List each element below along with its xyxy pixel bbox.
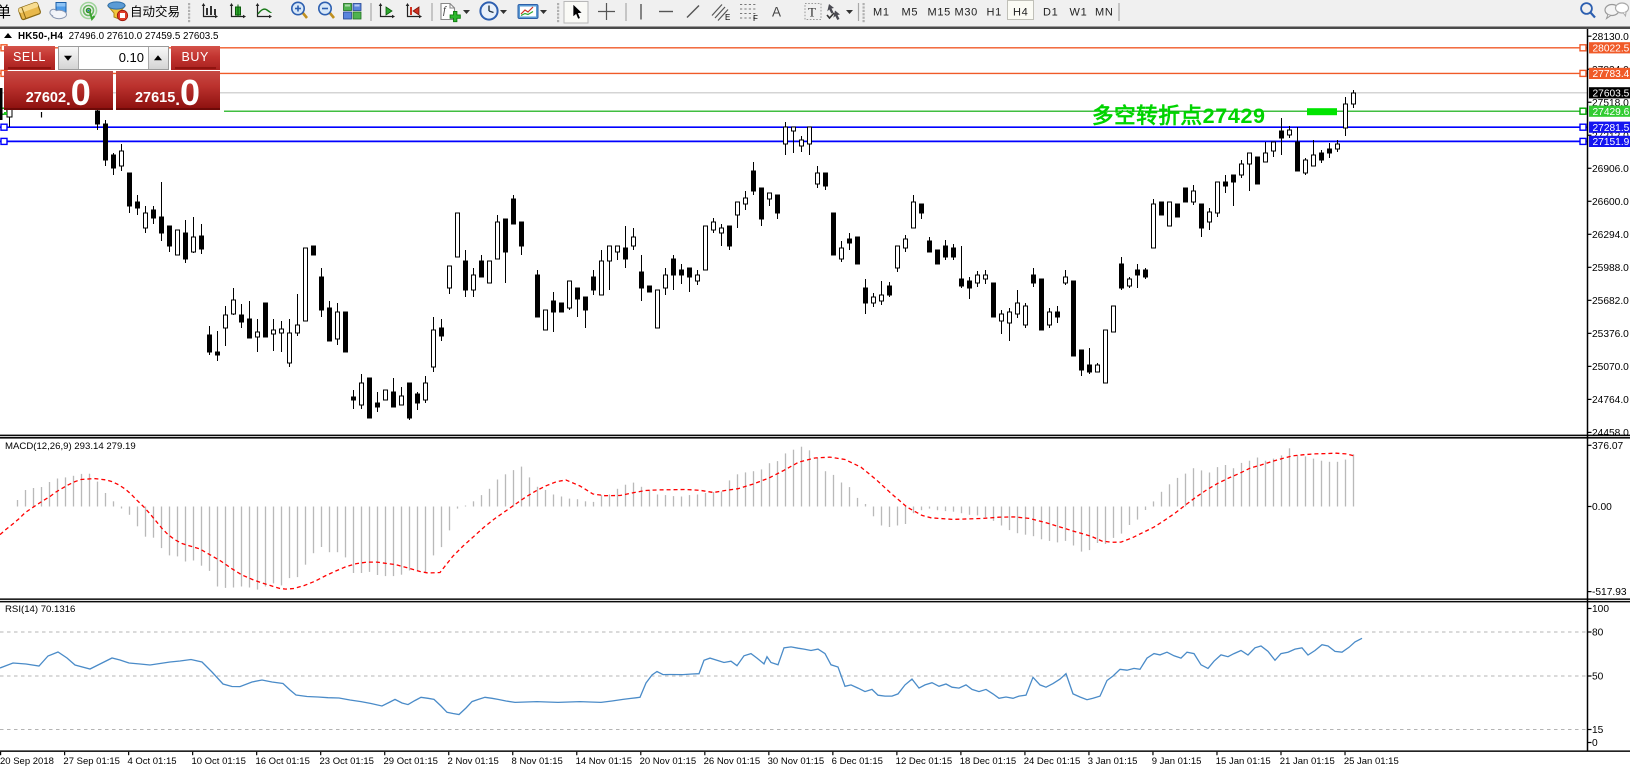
svg-text:H1: H1	[987, 7, 1002, 19]
svg-text:26 Nov 01:15: 26 Nov 01:15	[704, 756, 761, 767]
svg-text:26294.0: 26294.0	[1592, 230, 1629, 241]
svg-text:E: E	[725, 13, 730, 22]
svg-text:27 Sep 01:15: 27 Sep 01:15	[63, 756, 120, 767]
svg-text:10 Oct 01:15: 10 Oct 01:15	[191, 756, 245, 767]
svg-text:4 Oct 01:15: 4 Oct 01:15	[127, 756, 176, 767]
svg-text:27603.5: 27603.5	[1593, 89, 1630, 100]
svg-text:12 Dec 01:15: 12 Dec 01:15	[896, 756, 953, 767]
svg-text:-517.93: -517.93	[1592, 587, 1627, 598]
svg-text:50: 50	[1592, 672, 1604, 683]
svg-text:28130.0: 28130.0	[1592, 32, 1629, 43]
svg-text:M5: M5	[902, 7, 919, 19]
svg-text:15 Jan 01:15: 15 Jan 01:15	[1216, 756, 1271, 767]
svg-text:27151.9: 27151.9	[1593, 137, 1630, 148]
svg-text:24 Dec 01:15: 24 Dec 01:15	[1024, 756, 1081, 767]
svg-text:M1: M1	[873, 7, 890, 19]
svg-text:27429.6: 27429.6	[1593, 107, 1630, 118]
svg-text:f: f	[443, 6, 447, 17]
svg-text:25682.0: 25682.0	[1592, 296, 1629, 307]
svg-text:24764.0: 24764.0	[1592, 395, 1629, 406]
svg-text:自动交易: 自动交易	[130, 4, 180, 19]
svg-text:单: 单	[0, 4, 11, 21]
svg-text:W1: W1	[1070, 7, 1088, 19]
svg-text:RSI(14) 70.1316: RSI(14) 70.1316	[5, 604, 75, 615]
svg-text:T: T	[808, 5, 816, 20]
svg-text:25988.0: 25988.0	[1592, 263, 1629, 274]
svg-text:27281.5: 27281.5	[1593, 123, 1630, 134]
svg-text:26906.0: 26906.0	[1592, 164, 1629, 175]
svg-text:15: 15	[1592, 725, 1604, 736]
svg-text:14 Nov 01:15: 14 Nov 01:15	[576, 756, 633, 767]
svg-text:2 Nov 01:15: 2 Nov 01:15	[448, 756, 499, 767]
svg-text:MN: MN	[1095, 7, 1114, 19]
svg-text:29 Oct 01:15: 29 Oct 01:15	[384, 756, 438, 767]
svg-text:M30: M30	[955, 7, 979, 19]
svg-text:16 Oct 01:15: 16 Oct 01:15	[255, 756, 309, 767]
svg-text:24458.0: 24458.0	[1592, 428, 1629, 439]
svg-text:27783.4: 27783.4	[1593, 69, 1630, 80]
svg-text:9 Jan 01:15: 9 Jan 01:15	[1152, 756, 1202, 767]
svg-text:21 Jan 01:15: 21 Jan 01:15	[1280, 756, 1335, 767]
svg-text:H4: H4	[1013, 7, 1028, 19]
svg-text:27518.0: 27518.0	[1592, 98, 1629, 109]
svg-text:100: 100	[1592, 604, 1609, 615]
svg-text:20 Sep 2018: 20 Sep 2018	[0, 756, 54, 767]
svg-text:A: A	[772, 5, 781, 20]
svg-text:28022.5: 28022.5	[1593, 44, 1630, 55]
svg-text:MACD(12,26,9) 293.14 279.19: MACD(12,26,9) 293.14 279.19	[5, 441, 136, 452]
svg-text:F: F	[753, 14, 758, 23]
svg-text:25070.0: 25070.0	[1592, 362, 1629, 373]
svg-text:376.07: 376.07	[1592, 441, 1623, 452]
svg-text:26600.0: 26600.0	[1592, 197, 1629, 208]
svg-text:23 Oct 01:15: 23 Oct 01:15	[320, 756, 374, 767]
svg-text:80: 80	[1592, 628, 1604, 639]
svg-text:M15: M15	[928, 7, 952, 19]
svg-text:6 Dec 01:15: 6 Dec 01:15	[832, 756, 883, 767]
svg-text:20 Nov 01:15: 20 Nov 01:15	[640, 756, 697, 767]
svg-text:3 Jan 01:15: 3 Jan 01:15	[1088, 756, 1138, 767]
svg-text:25 Jan 01:15: 25 Jan 01:15	[1344, 756, 1399, 767]
svg-text:18 Dec 01:15: 18 Dec 01:15	[960, 756, 1017, 767]
svg-text:8 Nov 01:15: 8 Nov 01:15	[512, 756, 563, 767]
svg-text:0: 0	[1592, 738, 1598, 749]
svg-text:25376.0: 25376.0	[1592, 329, 1629, 340]
svg-text:0.00: 0.00	[1592, 502, 1612, 513]
svg-text:D1: D1	[1043, 7, 1058, 19]
svg-text:30 Nov 01:15: 30 Nov 01:15	[768, 756, 825, 767]
svg-text:多空转折点27429: 多空转折点27429	[1092, 103, 1265, 128]
